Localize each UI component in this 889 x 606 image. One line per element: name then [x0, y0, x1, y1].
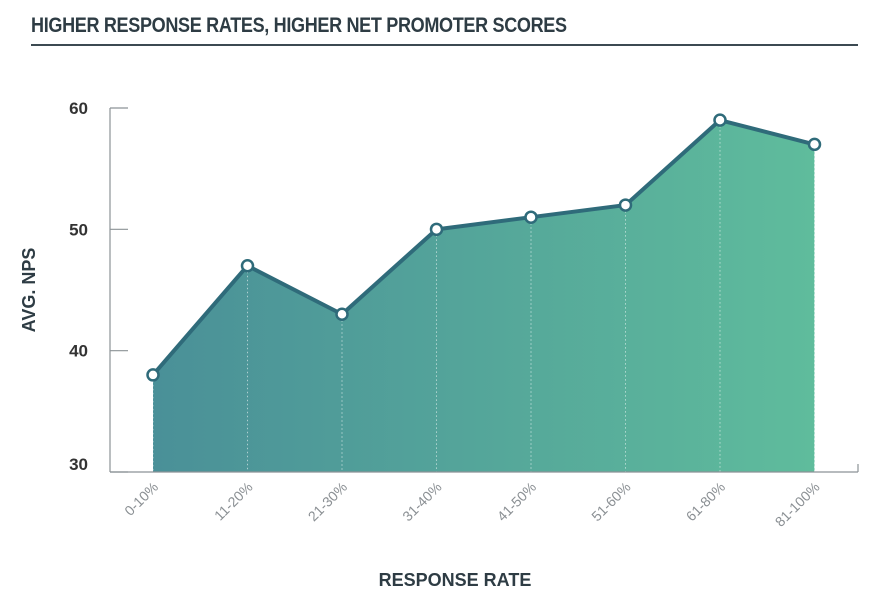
data-point-61-80%: [713, 113, 727, 127]
x-tick-label: 31-40%: [399, 479, 444, 524]
x-tick-label: 11-20%: [211, 479, 256, 524]
series-line: [151, 118, 815, 377]
y-tick-label: 60: [69, 99, 88, 118]
data-point-21-30%: [335, 307, 349, 322]
x-tick-label: 0-10%: [121, 479, 161, 519]
y-tick-label: 30: [69, 455, 88, 474]
area-fill: [153, 120, 815, 472]
data-point-0-10%: [146, 368, 160, 382]
data-point-31-40%: [429, 222, 444, 237]
data-point-51-60%: [618, 198, 633, 212]
data-point-41-50%: [524, 210, 538, 224]
x-tick-label: 61-80%: [683, 479, 728, 524]
x-tick-label: 41-50%: [494, 479, 539, 524]
x-tick-label: 21-30%: [305, 479, 350, 524]
x-tick-label: 51-60%: [588, 479, 633, 524]
title-underline: [31, 44, 858, 46]
data-point-81-100%: [807, 137, 822, 152]
chart-title: HIGHER RESPONSE RATES, HIGHER NET PROMOT…: [31, 14, 567, 37]
y-axis-title: AVG. NPS: [19, 248, 39, 333]
y-tick-label: 40: [69, 342, 88, 361]
data-point-11-20%: [240, 258, 255, 273]
y-tick-label: 50: [69, 220, 88, 239]
x-tick-label: 81-100%: [772, 479, 823, 530]
x-axis-title: RESPONSE RATE: [379, 570, 532, 590]
